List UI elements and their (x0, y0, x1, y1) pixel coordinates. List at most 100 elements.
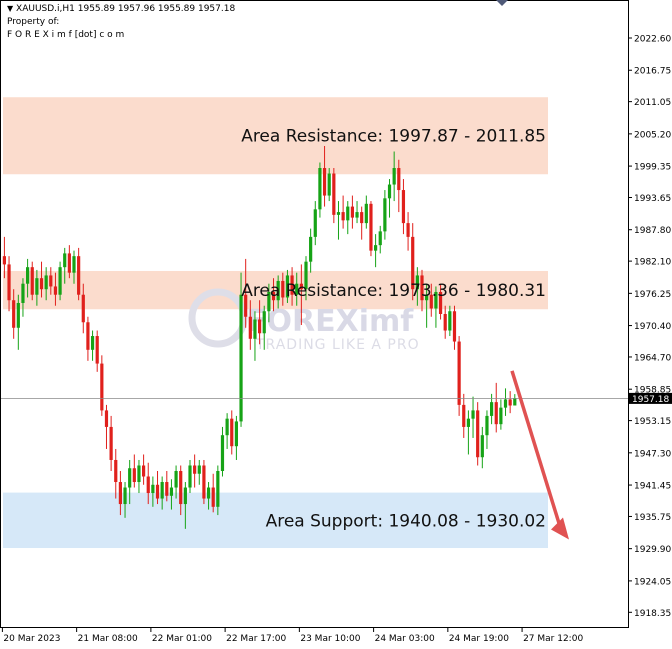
x-tick-label-1: 21 Mar 08:00 (78, 634, 138, 644)
plot-frame (0, 0, 629, 628)
y-tick-label-6: 1987.80 (634, 226, 671, 236)
forecast-arrow-shaft (510, 370, 562, 528)
candle-22 (104, 404, 109, 449)
scroll-marker-icon[interactable] (496, 0, 508, 6)
candle-57 (267, 283, 271, 323)
watermark-logo-icon (188, 288, 248, 348)
symbol-line: XAUUSD.i,H1 1955.89 1957.96 1955.89 1957… (16, 4, 236, 14)
candle-40 (188, 459, 192, 494)
candle-2 (12, 289, 16, 339)
candle-12 (58, 261, 62, 301)
candle-21 (100, 355, 104, 416)
property-line: Property of: (7, 17, 60, 27)
candle-64 (299, 264, 303, 326)
y-tick-label-15: 1935.75 (634, 513, 671, 523)
candle-1 (7, 256, 11, 312)
candle-27 (128, 459, 132, 505)
candle-36 (169, 479, 174, 510)
candle-92 (429, 283, 433, 317)
candle-20 (95, 330, 99, 372)
candle-98 (457, 336, 461, 416)
candle-46 (216, 465, 220, 516)
forecast-arrow (510, 370, 569, 540)
candle-11 (53, 272, 58, 306)
candle-17 (81, 283, 85, 334)
candle-102 (476, 402, 480, 466)
candle-106 (494, 382, 498, 433)
candle-61 (285, 269, 290, 303)
candle-13 (63, 247, 67, 284)
candle-50 (234, 415, 238, 460)
candle-44 (206, 482, 211, 510)
x-tick-label-3: 22 Mar 17:00 (226, 634, 286, 644)
candle-82 (383, 190, 387, 240)
y-tick-label-13: 1947.30 (634, 449, 671, 459)
dropdown-triangle-icon[interactable]: ▼ (7, 4, 14, 13)
owner-line: F O R E X i m f [dot] c o m (7, 30, 125, 40)
candle-51 (239, 272, 243, 427)
candle-70 (327, 168, 331, 202)
candle-99 (462, 393, 466, 438)
candle-58 (271, 278, 276, 312)
candle-26 (123, 482, 127, 518)
candle-80 (374, 234, 378, 268)
zone-labels-layer: Area Resistance: 1997.87 - 2011.85 Area R… (241, 127, 546, 532)
candle-43 (202, 459, 206, 505)
candle-72 (336, 201, 341, 240)
candle-35 (165, 471, 169, 502)
candle-104 (485, 410, 489, 449)
candle-9 (44, 267, 48, 301)
y-tick-label-17: 1924.05 (634, 577, 671, 587)
x-tick-label-5: 24 Mar 03:00 (375, 634, 435, 644)
candle-56 (262, 305, 266, 350)
candle-110 (513, 394, 517, 406)
x-tick-label-7: 27 Mar 12:00 (523, 634, 583, 644)
candle-77 (360, 206, 364, 240)
candle-96 (448, 305, 452, 337)
candle-52 (244, 258, 248, 328)
candle-86 (401, 179, 406, 235)
candle-78 (364, 195, 368, 229)
y-tick-label-5: 1993.65 (634, 194, 671, 204)
zones-layer (3, 97, 548, 549)
candle-103 (480, 426, 484, 469)
candle-79 (369, 201, 373, 257)
candle-85 (397, 159, 401, 213)
candle-55 (258, 300, 262, 345)
symbol-header: ▼ XAUUSD.i,H1 1955.89 1957.96 1955.89 19… (7, 4, 235, 14)
candle-60 (281, 272, 285, 306)
candle-39 (183, 482, 187, 529)
candle-15 (72, 250, 76, 284)
candle-4 (21, 278, 25, 317)
y-tick-label-14: 1941.45 (634, 482, 671, 492)
y-tick-label-0: 2022.60 (634, 35, 671, 45)
watermark-tagline: TRADING LIKE A PRO (255, 337, 420, 353)
candle-47 (220, 426, 225, 477)
candle-34 (160, 476, 164, 510)
y-tick-label-11: 1958.85 (634, 386, 671, 396)
candle-94 (438, 283, 443, 320)
candle-42 (197, 459, 201, 485)
candle-108 (503, 388, 508, 416)
candle-48 (225, 413, 229, 449)
y-tick-label-12: 1953.15 (634, 417, 671, 427)
candle-100 (466, 410, 470, 455)
candle-67 (313, 201, 317, 246)
watermark-brand: FOREXimf (246, 304, 414, 339)
candle-7 (35, 269, 39, 306)
forecast-arrow-head-icon (551, 517, 569, 540)
resistance-zone-label-1: Area Resistance: 1973.36 - 1980.31 (241, 281, 546, 301)
candle-25 (118, 471, 122, 516)
candle-59 (276, 275, 280, 309)
candle-49 (230, 410, 234, 455)
resistance-zone-1 (3, 270, 548, 310)
support-zone-2 (3, 492, 548, 549)
candle-74 (346, 201, 350, 235)
candle-73 (341, 195, 345, 229)
candle-8 (39, 261, 44, 298)
candle-54 (253, 311, 257, 361)
candle-84 (392, 151, 396, 202)
resistance-zone-label-0: Area Resistance: 1997.87 - 2011.85 (241, 127, 546, 147)
x-tick-label-4: 23 Mar 10:00 (300, 634, 360, 644)
